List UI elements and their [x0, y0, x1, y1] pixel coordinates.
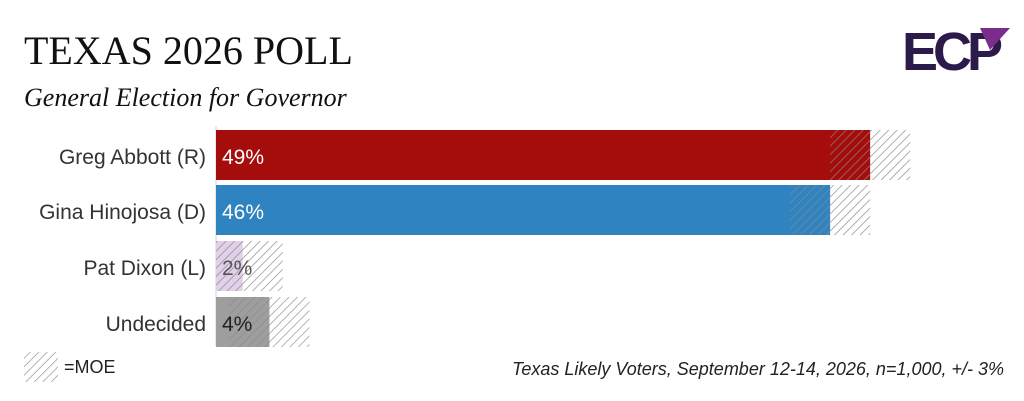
bar-hinojosa	[216, 185, 831, 235]
chart-title: TEXAS 2026 POLL	[24, 28, 353, 73]
source-note: Texas Likely Voters, September 12-14, 20…	[512, 359, 1004, 379]
moe-band-dixon	[216, 241, 283, 291]
category-label-abbott: Greg Abbott (R)	[59, 146, 206, 169]
logo-accent-icon	[980, 28, 1010, 50]
moe-band-abbott	[830, 130, 911, 180]
moe-band-undecided	[229, 297, 310, 347]
category-label-undecided: Undecided	[106, 313, 206, 336]
moe-legend: =MOE	[24, 352, 116, 382]
value-label-hinojosa: 46%	[222, 201, 264, 224]
value-label-abbott: 49%	[222, 146, 264, 169]
chart-subtitle: General Election for Governor	[24, 83, 348, 112]
moe-legend-label: =MOE	[64, 357, 116, 377]
bar-abbott	[216, 130, 871, 180]
ecp-logo: ECP	[902, 22, 1010, 82]
category-label-hinojosa: Gina Hinojosa (D)	[39, 201, 206, 224]
moe-legend-swatch	[24, 352, 58, 382]
category-label-dixon: Pat Dixon (L)	[83, 257, 206, 280]
moe-band-hinojosa	[790, 185, 871, 235]
bars-group: Greg Abbott (R) 49% Gina Hinojosa (D) 46% Pa…	[39, 130, 911, 347]
value-label-undecided: 4%	[222, 313, 252, 336]
value-label-dixon: 2%	[222, 257, 252, 280]
